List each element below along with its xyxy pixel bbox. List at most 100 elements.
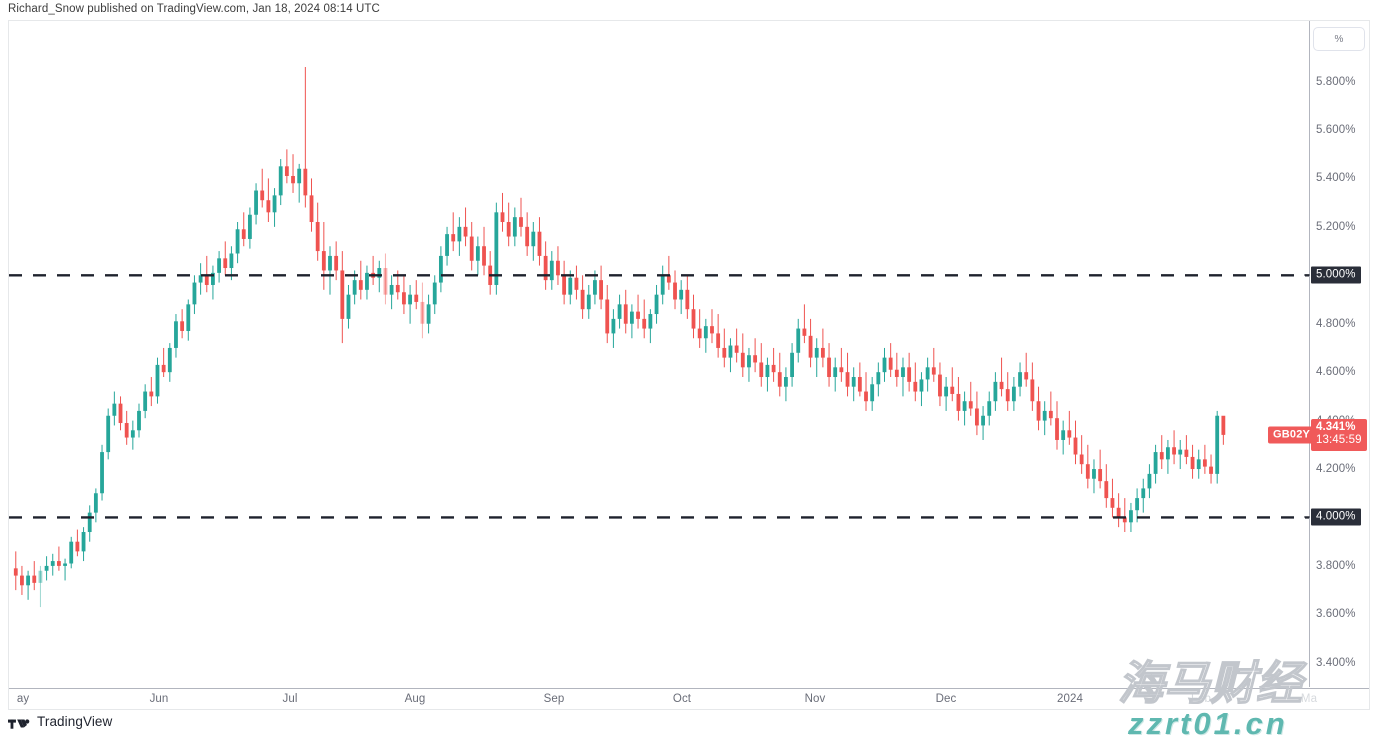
candle-body	[1166, 447, 1170, 460]
candle-body	[1221, 415, 1226, 435]
candle-body	[56, 561, 61, 566]
candle-body	[395, 284, 400, 293]
candle-body	[629, 311, 634, 324]
candle-body	[938, 374, 942, 397]
candle-body	[346, 294, 351, 319]
candle-body	[26, 575, 31, 586]
time-axis-label: Sep	[543, 693, 565, 705]
candle-body	[512, 217, 517, 237]
candle-body	[919, 379, 924, 392]
candle-body	[414, 294, 419, 302]
candle-body	[574, 277, 579, 290]
candle-body	[1085, 464, 1090, 479]
candle-body	[1005, 389, 1010, 402]
price-tick-label: 4.800%	[1316, 317, 1356, 330]
candle-body	[931, 367, 936, 375]
time-axis[interactable]: ay Jun Jul Aug Sep Oct Nov Dec 2024 Feb Ma	[9, 688, 1369, 709]
candle-body	[402, 292, 406, 305]
candle-body	[1209, 466, 1213, 474]
candle-body	[870, 384, 875, 402]
candle-body	[432, 282, 437, 305]
candle-body	[999, 381, 1004, 390]
candle-body	[315, 222, 320, 252]
candle-body	[420, 301, 425, 324]
candle-body	[993, 381, 998, 402]
candle-body	[463, 226, 468, 237]
candle-body	[1135, 498, 1140, 511]
price-axis[interactable]: 6.000%5.800%5.600%5.400%5.200%5.000%4.80…	[1304, 21, 1369, 687]
candle-body	[20, 575, 24, 586]
candle-body	[753, 355, 758, 363]
candle-body	[340, 270, 345, 319]
candle-body	[130, 430, 135, 438]
candle-body	[549, 260, 554, 281]
candle-body	[211, 272, 215, 285]
candle-body	[365, 272, 369, 290]
candle-body	[93, 493, 98, 513]
candle-body	[1061, 430, 1066, 440]
candle-body	[69, 541, 74, 564]
time-axis-label: Ma	[1300, 693, 1318, 705]
candle-body	[1202, 459, 1207, 467]
price-tick-marker	[1304, 274, 1310, 276]
publisher-attribution: Richard_Snow published on TradingView.co…	[8, 3, 380, 15]
candle-body	[1110, 498, 1115, 508]
candle-body	[617, 304, 622, 319]
watermark-url: zzrt01.cn	[1128, 706, 1288, 741]
candle-body	[876, 372, 881, 385]
candle-body	[1184, 449, 1189, 457]
price-tick-label: 3.400%	[1316, 656, 1356, 669]
candle-body	[1018, 372, 1022, 387]
price-tick-label: 3.600%	[1316, 608, 1356, 621]
price-tick-highlight-label: 4.000%	[1311, 508, 1361, 526]
candle-body	[13, 568, 18, 576]
percent-scale-button[interactable]: %	[1313, 27, 1365, 51]
candle-body	[186, 304, 191, 331]
candle-body	[827, 357, 831, 378]
candle-body	[1055, 418, 1059, 440]
candle-body	[321, 251, 326, 271]
candle-body	[907, 367, 912, 382]
candle-body	[500, 212, 505, 223]
candle-body	[118, 403, 123, 424]
candle-body	[1172, 447, 1176, 455]
price-tick-marker	[1304, 516, 1310, 518]
time-axis-label: ay	[16, 693, 30, 705]
candle-body	[808, 335, 813, 358]
candle-body	[611, 318, 616, 334]
candle-body	[389, 284, 394, 295]
candle-body	[901, 367, 905, 378]
candle-body	[284, 166, 289, 176]
candle-body	[642, 318, 647, 329]
candle-body	[137, 410, 141, 431]
price-tick-label: 3.800%	[1316, 559, 1356, 572]
candle-body	[728, 345, 733, 358]
candle-body	[482, 246, 486, 266]
price-tick-label: 4.600%	[1316, 366, 1356, 379]
time-axis-label: Dec	[935, 693, 957, 705]
candle-body	[112, 403, 117, 416]
candle-body	[623, 304, 628, 324]
candle-body	[864, 391, 868, 402]
candle-body	[352, 280, 357, 295]
candle-body	[457, 226, 462, 242]
candle-body	[765, 364, 770, 378]
candle-body	[1116, 507, 1121, 518]
chart-plot-area[interactable]	[9, 21, 1309, 687]
candle-body	[1036, 401, 1041, 421]
candle-body	[851, 377, 856, 387]
candle-body	[796, 328, 801, 353]
candle-body	[562, 275, 567, 295]
candle-body	[204, 275, 209, 285]
candle-body	[820, 347, 825, 358]
candle-body	[272, 195, 277, 213]
price-tick-highlight-label: 5.000%	[1311, 266, 1361, 284]
candle-body	[586, 294, 591, 310]
candle-body	[666, 275, 671, 283]
candle-body	[975, 408, 979, 426]
price-tick-label: 5.800%	[1316, 75, 1356, 88]
candle-body	[247, 214, 252, 239]
candle-body	[1153, 452, 1158, 474]
candle-body	[161, 364, 166, 373]
